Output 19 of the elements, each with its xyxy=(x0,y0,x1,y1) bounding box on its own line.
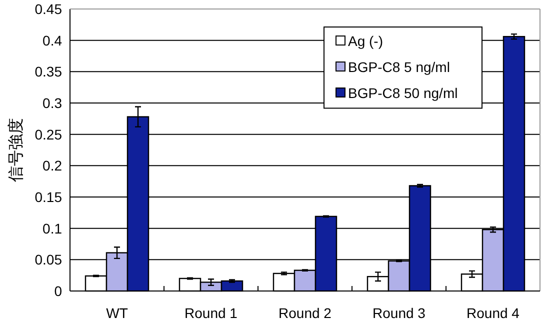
y-tick-label: 0.15 xyxy=(34,189,62,205)
x-tick-label: Round 3 xyxy=(372,305,426,321)
y-tick-label: 0.4 xyxy=(42,32,62,48)
y-tick-label: 0.25 xyxy=(34,126,62,142)
x-tick-label: WT xyxy=(106,305,128,321)
y-axis-title: 信号強度 xyxy=(7,118,25,182)
legend-label: BGP-C8 50 ng/ml xyxy=(348,85,458,101)
x-tick-label: Round 4 xyxy=(466,305,520,321)
y-tick-label: 0.05 xyxy=(34,252,62,268)
y-tick-label: 0 xyxy=(54,283,62,299)
x-tick-label: Round 2 xyxy=(278,305,332,321)
y-tick-label: 0.1 xyxy=(42,220,62,236)
y-tick-label: 0.35 xyxy=(34,64,62,80)
legend-label: Ag (-) xyxy=(348,33,383,49)
y-tick-label: 0.2 xyxy=(42,158,62,174)
y-tick-label: 0.45 xyxy=(34,1,62,17)
legend-label: BGP-C8 5 ng/ml xyxy=(348,59,450,75)
y-tick-label: 0.3 xyxy=(42,95,62,111)
x-tick-label: Round 1 xyxy=(184,305,238,321)
